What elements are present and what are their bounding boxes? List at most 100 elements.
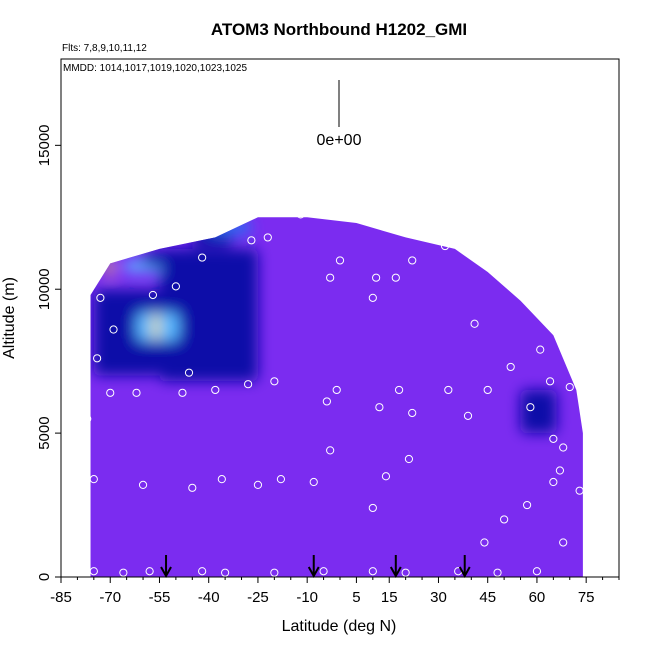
sample-point — [480, 538, 489, 547]
sample-point — [375, 403, 384, 412]
y-tick-label: 0 — [36, 573, 53, 581]
sample-point — [549, 477, 558, 487]
y-tick-label: 15000 — [36, 124, 53, 166]
sample-point — [532, 567, 542, 576]
sample-point — [138, 480, 148, 490]
sample-point — [83, 414, 92, 423]
sample-point — [253, 480, 263, 490]
sample-point — [184, 368, 194, 377]
y-tick-label: 5000 — [36, 416, 53, 449]
sample-point — [408, 408, 417, 418]
feature-region-7 — [520, 389, 557, 434]
sample-point — [276, 475, 286, 484]
sample-point — [322, 397, 331, 406]
sample-point — [381, 472, 391, 481]
sample-point — [404, 454, 414, 464]
flight-marker-arrow — [160, 555, 172, 579]
sample-point — [408, 256, 417, 265]
sample-point — [559, 538, 568, 547]
x-tick-label: 30 — [430, 589, 447, 606]
x-tick-label: -40 — [198, 589, 220, 606]
x-tick-label: 5 — [352, 589, 360, 606]
flight-markers — [160, 555, 471, 579]
flight-marker-arrow — [389, 555, 402, 579]
sample-point — [332, 385, 341, 395]
sample-point — [565, 382, 574, 392]
sample-point — [575, 486, 584, 495]
x-axis: -85 -70 -55 -40 -25 -10 5 15 30 45 60 75 — [50, 577, 620, 606]
chart-title: ATOM3 Northbound H1202_GMI — [211, 20, 467, 39]
sample-point — [171, 282, 180, 291]
x-tick-label: 15 — [381, 589, 398, 606]
sample-point — [536, 345, 545, 354]
sample-point — [247, 236, 256, 245]
x-tick-label: -25 — [247, 589, 269, 606]
sample-point — [391, 273, 400, 282]
sample-point — [394, 385, 404, 395]
x-tick-label: 75 — [578, 589, 595, 606]
x-tick-label: 60 — [529, 589, 546, 606]
sample-point — [296, 210, 305, 219]
sample-point — [89, 475, 98, 484]
y-tick-label: 10000 — [36, 268, 53, 310]
sample-point — [401, 568, 410, 577]
sample-point — [309, 477, 318, 487]
feature-region-3 — [208, 220, 252, 235]
sample-point — [555, 466, 565, 475]
x-tick-label: -10 — [296, 589, 318, 606]
sample-point — [106, 388, 115, 397]
sample-point — [559, 443, 568, 452]
sample-point — [319, 567, 328, 576]
sample-point — [522, 500, 532, 510]
highlight-region — [152, 315, 159, 339]
sample-point — [211, 385, 220, 395]
sample-point — [109, 325, 118, 334]
sample-point — [440, 241, 450, 251]
sample-point — [221, 568, 230, 577]
sample-point — [368, 293, 377, 302]
sample-point — [89, 567, 98, 576]
sample-point — [145, 567, 154, 576]
sample-point — [493, 568, 502, 577]
x-tick-label: 45 — [479, 589, 496, 606]
sample-point — [270, 377, 279, 386]
sample-point — [188, 483, 197, 492]
sample-point — [500, 515, 509, 524]
y-axis: 0 5000 10000 15000 — [36, 124, 61, 581]
sample-point — [549, 434, 558, 443]
flight-marker-arrow — [307, 555, 320, 579]
sample-point — [372, 273, 381, 282]
sample-point — [483, 385, 492, 395]
sample-point — [526, 403, 535, 412]
scale-reference-label: 0e+00 — [317, 132, 362, 149]
sample-point — [506, 362, 515, 372]
feature-region-0 — [159, 248, 258, 382]
sample-point — [444, 385, 453, 395]
sample-point — [178, 388, 187, 397]
flight-marker-arrow — [458, 555, 471, 579]
sample-point — [470, 319, 479, 328]
sample-point — [263, 233, 272, 242]
sample-point — [368, 567, 377, 576]
x-axis-title: Latitude (deg N) — [282, 618, 397, 635]
sample-point — [335, 256, 345, 265]
dates-label: MMDD: 1014,1017,1019,1020,1023,1025 — [63, 63, 247, 74]
x-tick-label: -70 — [99, 589, 121, 606]
feature-region-1 — [93, 289, 160, 376]
sample-points — [83, 210, 584, 577]
sample-point — [217, 475, 226, 484]
x-tick-label: -85 — [50, 589, 72, 606]
sample-point — [326, 446, 335, 455]
sample-point — [198, 253, 207, 262]
sample-point — [96, 293, 105, 302]
sample-point — [93, 354, 102, 363]
sample-point — [270, 568, 279, 577]
flights-label: Flts: 7,8,9,10,11,12 — [62, 43, 147, 54]
x-tick-label: -55 — [149, 589, 171, 606]
sample-point — [326, 273, 335, 282]
sample-point — [132, 388, 141, 397]
sample-point — [463, 411, 473, 420]
sample-point — [368, 503, 377, 513]
highlight-region-top — [106, 260, 113, 275]
